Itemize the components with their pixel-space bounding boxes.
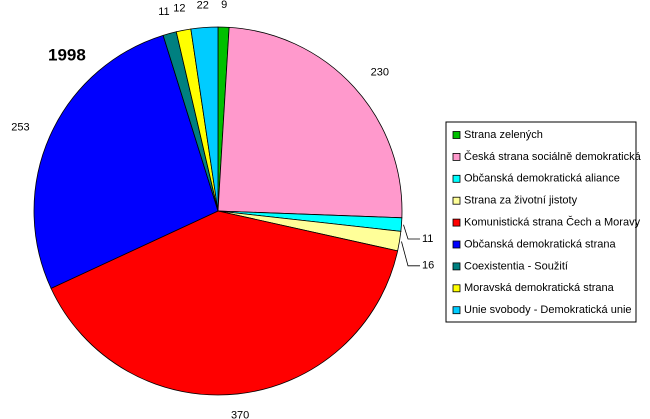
legend-swatch bbox=[452, 284, 461, 293]
legend-swatch bbox=[452, 174, 461, 183]
legend-label: Strana zelených bbox=[464, 129, 543, 141]
pie-slice bbox=[217, 26, 403, 219]
legend-swatch bbox=[452, 240, 461, 249]
data-label: 230 bbox=[371, 67, 389, 79]
legend-swatch bbox=[452, 152, 461, 161]
data-label: 11 bbox=[422, 233, 433, 245]
legend-swatch bbox=[452, 262, 461, 271]
legend-label: Česká strana sociálně demokratická bbox=[464, 150, 642, 163]
data-label: 370 bbox=[231, 410, 249, 419]
legend-label: Občanská demokratická aliance bbox=[464, 173, 620, 185]
data-label: 16 bbox=[422, 260, 434, 272]
legend-label: Komunistická strana Čech a Moravy bbox=[464, 216, 641, 229]
legend-swatch bbox=[452, 131, 461, 139]
leader-line bbox=[403, 224, 420, 240]
data-label: 253 bbox=[11, 121, 29, 133]
legend-label: Moravská demokratická strana bbox=[464, 282, 615, 294]
legend-swatch bbox=[452, 218, 461, 227]
data-label: 22 bbox=[197, 0, 209, 11]
data-label: 11 bbox=[158, 6, 169, 18]
chart-title: 1998 bbox=[48, 45, 86, 64]
data-label: 9 bbox=[221, 0, 227, 11]
legend-label: Strana za životní jistoty bbox=[464, 195, 578, 207]
legend-swatch bbox=[452, 306, 461, 315]
data-label: 12 bbox=[173, 3, 185, 15]
legend-label: Občanská demokratická strana bbox=[464, 238, 617, 250]
leader-line bbox=[401, 241, 420, 267]
legend-label: Coexistentia - Soužití bbox=[464, 260, 568, 272]
legend-box bbox=[445, 121, 637, 323]
legend-label: Unie svobody - Demokratická unie bbox=[464, 304, 632, 316]
pie-slice bbox=[33, 34, 219, 289]
legend-swatch bbox=[452, 196, 461, 205]
pie-slice bbox=[50, 210, 399, 396]
pie-slice bbox=[190, 26, 219, 212]
